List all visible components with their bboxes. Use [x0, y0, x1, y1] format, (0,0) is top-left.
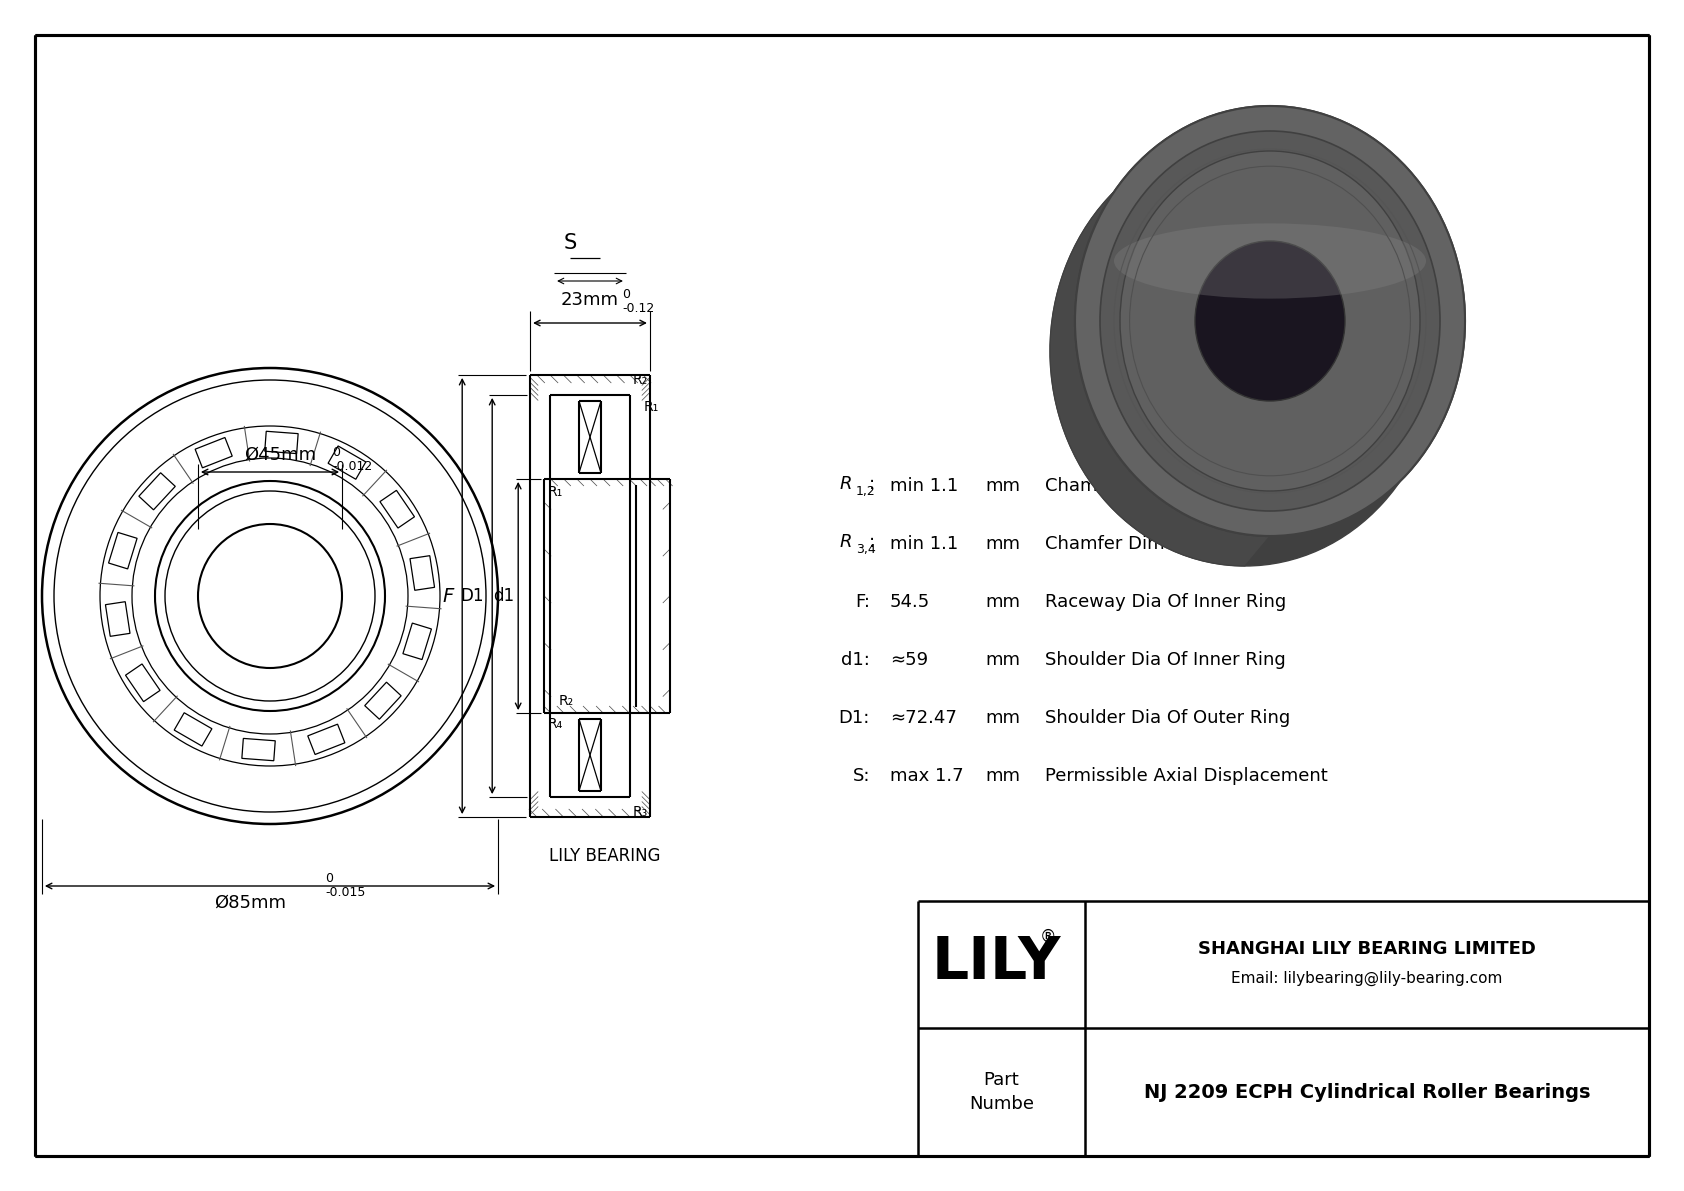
Text: mm: mm: [985, 593, 1021, 611]
Ellipse shape: [1074, 106, 1465, 536]
Ellipse shape: [1115, 224, 1426, 299]
Text: mm: mm: [985, 709, 1021, 727]
Text: D1: D1: [461, 587, 485, 605]
Text: R: R: [840, 534, 852, 551]
Text: Shoulder Dia Of Inner Ring: Shoulder Dia Of Inner Ring: [1046, 651, 1287, 669]
Text: mm: mm: [985, 535, 1021, 553]
Bar: [126, 663, 160, 701]
Text: F: F: [443, 586, 455, 605]
Text: R: R: [840, 475, 852, 493]
Text: ®: ®: [1041, 928, 1058, 946]
Text: -0.012: -0.012: [332, 460, 372, 473]
Text: R₁: R₁: [643, 400, 658, 414]
Text: R₂: R₂: [633, 373, 648, 387]
Text: mm: mm: [985, 478, 1021, 495]
Text: 0: 0: [332, 445, 340, 459]
Text: d1:: d1:: [840, 651, 871, 669]
Text: Shoulder Dia Of Outer Ring: Shoulder Dia Of Outer Ring: [1046, 709, 1290, 727]
Text: d1: d1: [493, 587, 514, 605]
Text: 3,4: 3,4: [855, 542, 876, 555]
Text: Chamfer Dimension: Chamfer Dimension: [1046, 535, 1224, 553]
Bar: [138, 473, 175, 510]
Text: max 1.7: max 1.7: [891, 767, 963, 785]
Bar: [409, 556, 434, 591]
Text: min 1.1: min 1.1: [891, 478, 958, 495]
Text: 0: 0: [621, 288, 630, 301]
Text: R₂: R₂: [557, 694, 573, 707]
Text: Permissible Axial Displacement: Permissible Axial Displacement: [1046, 767, 1327, 785]
Text: 1,2: 1,2: [855, 485, 876, 498]
Text: SHANGHAI LILY BEARING LIMITED: SHANGHAI LILY BEARING LIMITED: [1197, 940, 1536, 958]
Ellipse shape: [1120, 151, 1420, 491]
Bar: [173, 712, 212, 746]
Text: Raceway Dia Of Inner Ring: Raceway Dia Of Inner Ring: [1046, 593, 1287, 611]
Ellipse shape: [1100, 131, 1440, 511]
Text: F:: F:: [855, 593, 871, 611]
Bar: [328, 445, 365, 479]
Text: Ø85mm: Ø85mm: [214, 894, 286, 912]
Text: LILY BEARING: LILY BEARING: [549, 847, 660, 865]
Text: S: S: [564, 233, 576, 252]
Text: -0.12: -0.12: [621, 303, 655, 316]
Text: mm: mm: [985, 767, 1021, 785]
Text: min 1.1: min 1.1: [891, 535, 958, 553]
Text: R₃: R₃: [633, 805, 648, 819]
Text: NJ 2209 ECPH Cylindrical Roller Bearings: NJ 2209 ECPH Cylindrical Roller Bearings: [1143, 1083, 1590, 1102]
Ellipse shape: [1196, 241, 1346, 401]
Bar: [106, 601, 130, 636]
Bar: [308, 724, 345, 754]
Text: Ø45mm: Ø45mm: [244, 445, 317, 464]
Text: ≈72.47: ≈72.47: [891, 709, 957, 727]
Text: Part
Numbe: Part Numbe: [968, 1071, 1034, 1112]
Text: Chamfer Dimension: Chamfer Dimension: [1046, 478, 1224, 495]
Bar: [108, 532, 136, 569]
Text: 23mm: 23mm: [561, 291, 620, 308]
Bar: [195, 437, 232, 468]
Text: S:: S:: [852, 767, 871, 785]
Text: 54.5: 54.5: [891, 593, 930, 611]
Text: -0.015: -0.015: [325, 885, 365, 898]
Bar: [365, 682, 401, 719]
Text: LILY: LILY: [931, 934, 1061, 991]
Text: :: :: [869, 534, 876, 551]
Bar: [264, 431, 298, 454]
Bar: [242, 738, 274, 761]
Text: ≈59: ≈59: [891, 651, 928, 669]
Ellipse shape: [1051, 136, 1440, 566]
Text: mm: mm: [985, 651, 1021, 669]
Text: :: :: [869, 475, 876, 493]
Text: 0: 0: [325, 872, 333, 885]
Text: R₁: R₁: [547, 485, 562, 499]
Text: D1:: D1:: [839, 709, 871, 727]
Text: Email: lilybearing@lily-bearing.com: Email: lilybearing@lily-bearing.com: [1231, 971, 1502, 986]
Text: R₄: R₄: [547, 717, 562, 731]
Ellipse shape: [1074, 106, 1465, 536]
Bar: [381, 491, 414, 528]
Polygon shape: [1051, 106, 1270, 566]
Bar: [402, 623, 431, 660]
